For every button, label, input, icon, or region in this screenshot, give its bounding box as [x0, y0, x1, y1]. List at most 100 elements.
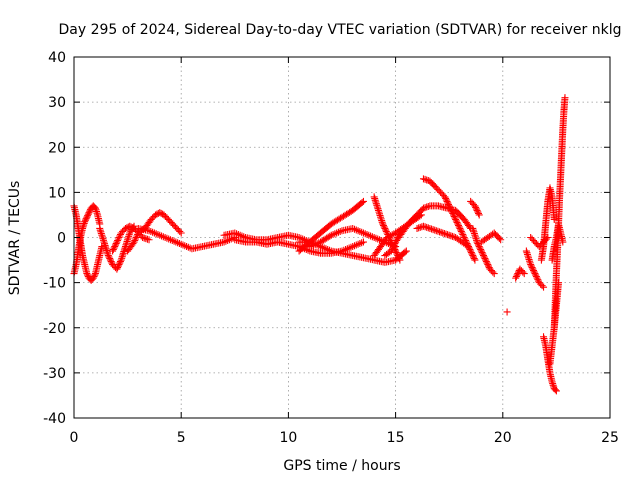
- data-point: [530, 267, 538, 275]
- data-point: [472, 205, 480, 213]
- series-trace-25: [537, 184, 558, 264]
- series-trace-16: [419, 175, 479, 264]
- data-point: [475, 209, 483, 217]
- data-point: [395, 255, 403, 263]
- data-point: [471, 256, 479, 264]
- y-axis-label: SDTVAR / TECUs: [7, 181, 23, 296]
- data-point: [551, 386, 559, 394]
- series-trace-22: [512, 265, 528, 282]
- data-point: [104, 252, 112, 260]
- data-point: [132, 234, 140, 241]
- y-tick-label: 10: [48, 185, 66, 201]
- data-point: [552, 387, 560, 395]
- data-point: [466, 246, 474, 254]
- data-point: [393, 250, 401, 258]
- data-point: [116, 259, 124, 267]
- data-point: [83, 270, 91, 278]
- data-point: [431, 226, 439, 234]
- data-point: [464, 243, 472, 251]
- data-point: [439, 229, 447, 237]
- data-point: [109, 246, 117, 254]
- data-point: [530, 268, 538, 276]
- data-point: [447, 205, 455, 213]
- data-point: [459, 230, 467, 238]
- data-point: [114, 262, 122, 270]
- series-trace-6: [134, 224, 239, 253]
- data-point: [392, 247, 400, 255]
- data-point: [111, 241, 119, 249]
- data-point: [540, 283, 548, 291]
- x-tick-label: 20: [494, 430, 512, 446]
- data-point: [394, 253, 402, 261]
- data-point: [421, 223, 429, 231]
- data-point: [474, 240, 482, 248]
- series-trace-26: [540, 333, 560, 395]
- data-point: [358, 199, 366, 207]
- data-point: [561, 94, 569, 102]
- data-point: [116, 258, 124, 266]
- data-point: [428, 225, 436, 233]
- data-point: [476, 244, 484, 252]
- data-point: [503, 308, 511, 316]
- series-trace-19: [469, 224, 498, 278]
- data-point: [444, 199, 452, 207]
- y-axis-ticks: -40 -30 -20 -10 0 10 20 30 40: [43, 50, 610, 427]
- data-point: [359, 197, 367, 205]
- data-point: [413, 224, 421, 232]
- data-point: [477, 247, 485, 255]
- data-point: [419, 222, 427, 230]
- data-point: [111, 243, 119, 251]
- data-point: [528, 264, 536, 272]
- data-point: [449, 211, 457, 219]
- data-point: [386, 235, 394, 243]
- data-point: [532, 273, 540, 281]
- y-tick-label: -40: [43, 411, 66, 427]
- data-point: [90, 273, 98, 281]
- y-tick-label: -30: [43, 366, 66, 382]
- data-point: [326, 232, 334, 240]
- data-point: [463, 241, 471, 249]
- data-point: [443, 197, 451, 205]
- series-trace-20: [477, 229, 505, 246]
- data-point: [454, 220, 462, 228]
- data-point: [440, 230, 448, 238]
- data-point: [142, 235, 150, 243]
- data-point: [447, 206, 455, 214]
- data-point: [485, 262, 493, 270]
- data-point: [459, 232, 467, 240]
- data-point: [529, 265, 537, 273]
- data-point: [106, 256, 114, 264]
- data-point: [512, 274, 520, 282]
- data-point: [401, 248, 409, 256]
- data-point: [490, 270, 498, 278]
- data-point: [484, 261, 492, 269]
- x-axis-ticks: 0 5 10 15 20 25: [70, 57, 619, 446]
- data-point: [474, 208, 482, 216]
- data-point: [455, 223, 463, 231]
- series-trace-3: [96, 222, 138, 273]
- data-point: [384, 232, 392, 240]
- data-point: [105, 253, 113, 261]
- data-point: [385, 234, 393, 241]
- data-point: [84, 212, 92, 220]
- data-point: [475, 243, 483, 251]
- data-point: [441, 193, 449, 201]
- data-point: [514, 270, 522, 278]
- data-point: [84, 271, 92, 279]
- data-point: [82, 215, 90, 223]
- data-point: [448, 232, 456, 240]
- data-point: [383, 229, 391, 237]
- data-point: [482, 256, 490, 264]
- data-point: [480, 253, 488, 261]
- data-point: [359, 238, 367, 246]
- x-tick-label: 25: [601, 430, 619, 446]
- data-point: [133, 232, 141, 240]
- data-point: [109, 247, 117, 255]
- data-point: [470, 255, 478, 263]
- data-point: [116, 232, 124, 240]
- data-point: [434, 227, 442, 235]
- data-point: [83, 213, 91, 221]
- data-point: [423, 176, 431, 184]
- data-point: [448, 208, 456, 216]
